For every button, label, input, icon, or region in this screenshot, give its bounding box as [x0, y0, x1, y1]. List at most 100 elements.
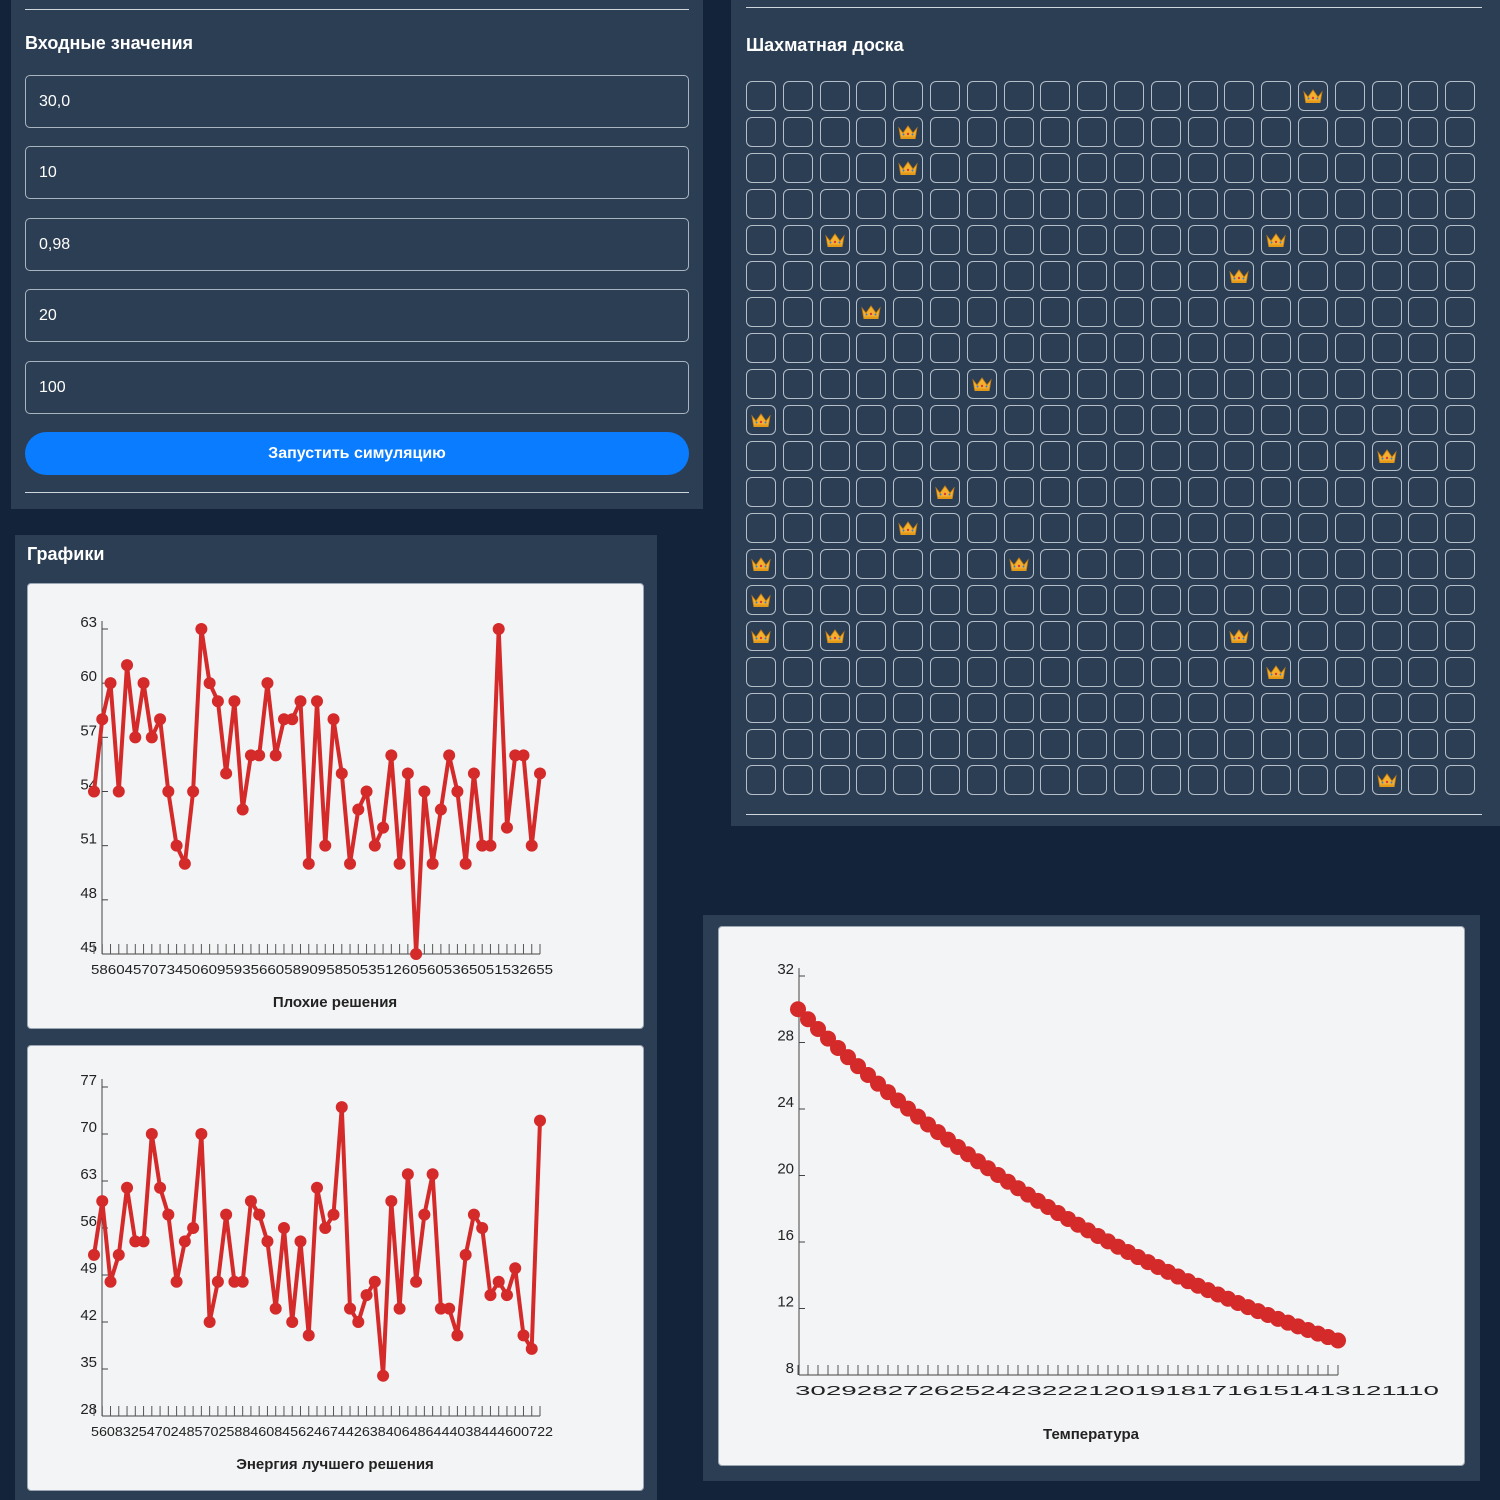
board-cell[interactable]: [1224, 369, 1255, 399]
board-cell[interactable]: [746, 261, 776, 291]
board-cell[interactable]: [1224, 405, 1255, 435]
board-cell[interactable]: [1077, 477, 1108, 507]
board-cell[interactable]: [966, 333, 997, 363]
board-cell[interactable]: [746, 765, 776, 795]
board-cell[interactable]: [746, 693, 776, 723]
board-cell[interactable]: [1187, 225, 1218, 255]
board-cell[interactable]: [1445, 477, 1476, 507]
board-cell[interactable]: [1077, 405, 1108, 435]
board-cell[interactable]: [782, 189, 813, 219]
board-cell[interactable]: [1077, 117, 1108, 147]
board-cell[interactable]: [1408, 117, 1439, 147]
board-cell[interactable]: [819, 477, 850, 507]
board-cell[interactable]: [930, 297, 960, 327]
board-cell[interactable]: [1445, 621, 1476, 651]
board-cell[interactable]: [1261, 765, 1292, 795]
board-cell[interactable]: [782, 729, 813, 759]
board-cell[interactable]: [1224, 693, 1255, 723]
board-cell[interactable]: [1371, 333, 1402, 363]
board-cell[interactable]: [893, 657, 924, 687]
board-cell[interactable]: [1040, 297, 1071, 327]
board-cell[interactable]: [1408, 369, 1439, 399]
board-cell[interactable]: [856, 261, 887, 291]
board-cell[interactable]: [782, 225, 813, 255]
board-cell[interactable]: [1408, 405, 1439, 435]
board-cell[interactable]: [1261, 153, 1292, 183]
board-cell[interactable]: [746, 729, 776, 759]
board-cell[interactable]: [782, 405, 813, 435]
board-cell[interactable]: [819, 441, 850, 471]
board-cell[interactable]: [1298, 225, 1328, 255]
board-cell[interactable]: [782, 477, 813, 507]
board-cell[interactable]: [893, 225, 924, 255]
board-cell[interactable]: [1298, 765, 1328, 795]
board-cell[interactable]: [1150, 297, 1181, 327]
board-cell[interactable]: [1040, 729, 1071, 759]
board-cell[interactable]: [746, 513, 776, 543]
board-cell[interactable]: [1077, 225, 1108, 255]
board-cell[interactable]: [819, 657, 850, 687]
board-cell[interactable]: [1371, 81, 1402, 111]
board-cell[interactable]: [1298, 549, 1328, 579]
board-cell[interactable]: [1150, 405, 1181, 435]
board-cell[interactable]: [930, 585, 960, 615]
min-temperature-field[interactable]: [25, 146, 689, 199]
board-cell[interactable]: [1224, 477, 1255, 507]
board-cell[interactable]: [1445, 153, 1476, 183]
board-cell[interactable]: [782, 585, 813, 615]
board-cell[interactable]: [1150, 189, 1181, 219]
board-cell[interactable]: [1114, 693, 1144, 723]
board-cell[interactable]: [782, 621, 813, 651]
board-cell[interactable]: [893, 405, 924, 435]
board-cell[interactable]: [856, 549, 887, 579]
board-cell[interactable]: [819, 405, 850, 435]
board-cell[interactable]: [819, 369, 850, 399]
board-cell[interactable]: [1003, 297, 1034, 327]
board-cell[interactable]: [1408, 153, 1439, 183]
board-cell[interactable]: [819, 297, 850, 327]
board-cell[interactable]: [1040, 81, 1071, 111]
board-cell[interactable]: [782, 657, 813, 687]
board-cell[interactable]: [1077, 765, 1108, 795]
board-cell[interactable]: [856, 477, 887, 507]
board-cell[interactable]: [1298, 261, 1328, 291]
board-cell[interactable]: [1298, 657, 1328, 687]
board-cell[interactable]: [1334, 657, 1365, 687]
board-cell[interactable]: [930, 189, 960, 219]
board-cell[interactable]: [966, 477, 997, 507]
board-cell[interactable]: [746, 81, 776, 111]
board-cell[interactable]: [782, 369, 813, 399]
board-cell[interactable]: [1408, 297, 1439, 327]
board-cell[interactable]: [1334, 333, 1365, 363]
board-cell[interactable]: [1224, 153, 1255, 183]
board-cell[interactable]: [930, 621, 960, 651]
board-cell[interactable]: [1003, 621, 1034, 651]
board-cell[interactable]: [930, 765, 960, 795]
board-cell[interactable]: [1261, 621, 1292, 651]
board-cell[interactable]: [966, 729, 997, 759]
board-cell[interactable]: [1003, 81, 1034, 111]
board-cell[interactable]: [856, 153, 887, 183]
board-cell[interactable]: [1224, 441, 1255, 471]
board-cell[interactable]: [1371, 261, 1402, 291]
board-cell[interactable]: [966, 441, 997, 471]
board-cell[interactable]: [782, 513, 813, 543]
board-cell[interactable]: [1187, 153, 1218, 183]
board-cell[interactable]: [819, 225, 850, 255]
board-cell[interactable]: [1261, 729, 1292, 759]
board-cell[interactable]: [1408, 477, 1439, 507]
board-cell[interactable]: [1371, 369, 1402, 399]
run-simulation-button[interactable]: Запустить симуляцию: [25, 432, 689, 475]
board-cell[interactable]: [1150, 225, 1181, 255]
board-cell[interactable]: [1334, 369, 1365, 399]
board-cell[interactable]: [1224, 81, 1255, 111]
board-cell[interactable]: [966, 261, 997, 291]
board-cell[interactable]: [1334, 405, 1365, 435]
board-cell[interactable]: [1224, 621, 1255, 651]
board-cell[interactable]: [856, 585, 887, 615]
board-cell[interactable]: [1040, 441, 1071, 471]
board-cell[interactable]: [1187, 405, 1218, 435]
board-cell[interactable]: [966, 585, 997, 615]
board-cell[interactable]: [893, 477, 924, 507]
board-cell[interactable]: [746, 153, 776, 183]
